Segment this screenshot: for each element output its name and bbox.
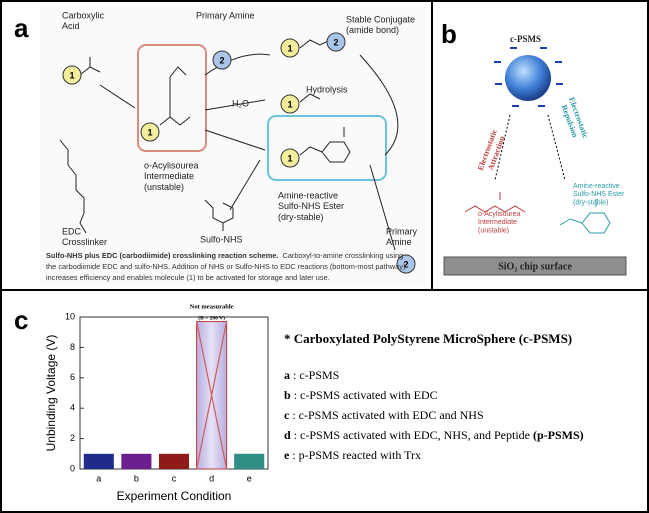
legend-item: e: p-PSMS reacted with Trx — [284, 448, 421, 462]
item-text: : p-PSMS reacted with Trx — [292, 448, 421, 462]
label: (dry-stable) — [573, 200, 608, 207]
not-measurable-cross — [195, 321, 228, 470]
x-tick-label: c — [172, 473, 177, 483]
b-structure-teal — [559, 199, 611, 234]
b-structure-red — [464, 192, 526, 213]
chip-surface — [443, 256, 627, 276]
badge — [326, 32, 346, 52]
bar — [158, 453, 190, 469]
badge-label: 1 — [287, 153, 292, 163]
item-text: : c-PSMS activated with EDC and NHS — [292, 408, 483, 422]
y-tick-label: 6 — [70, 372, 75, 382]
microsphere — [505, 55, 551, 101]
label: Amine — [386, 237, 412, 247]
structures — [59, 39, 399, 251]
label: EDC — [62, 226, 82, 236]
label: Sulfo-NHS Ester — [573, 191, 625, 198]
caption: the carbodiimide EDC and sulfo-NHS. Addi… — [46, 262, 405, 271]
item-key: a — [284, 368, 290, 382]
badge — [212, 50, 232, 70]
label: o-Acylisourea — [478, 211, 521, 218]
label: Stable Conjugate — [346, 14, 415, 24]
item-key: d — [284, 428, 291, 442]
bar — [234, 453, 265, 469]
caption: increases efficiency and enables molecul… — [46, 273, 330, 282]
bar — [83, 453, 114, 469]
interaction-arrows — [494, 114, 566, 181]
badge-label: 1 — [147, 127, 152, 137]
label: c-PSMS — [510, 34, 541, 44]
label: Intermediate — [478, 219, 517, 226]
badge-label: 2 — [219, 55, 224, 65]
item-text: : c-PSMS activated with EDC, NHS, and Pe… — [294, 428, 530, 442]
scheme-bg — [40, 5, 426, 285]
label: Sulfo-NHS Ester — [278, 201, 344, 211]
item-text: : c-PSMS — [293, 368, 339, 382]
badge — [280, 38, 300, 58]
y-axis-label: Unbinding Voltage (V) — [44, 335, 58, 452]
label: Hydrolysis — [306, 84, 348, 94]
caption-text: Carboxyl-to-amine crosslinking using — [282, 251, 403, 260]
panel-label: c — [14, 305, 28, 335]
label: Acid — [62, 21, 80, 31]
x-axis-label: Experiment Condition — [117, 489, 232, 503]
badge-label: 1 — [287, 43, 292, 53]
label: (unstable) — [478, 228, 509, 235]
intermediate-box — [137, 44, 207, 152]
panel-label: b — [441, 19, 457, 49]
label: Amine-reactive — [573, 183, 620, 190]
item-key: c — [284, 408, 290, 422]
badge-label: 2 — [403, 259, 408, 269]
badge — [62, 65, 82, 85]
label: (amide bond) — [346, 25, 399, 35]
panel-label: a — [14, 13, 29, 43]
label: Amine-reactive — [278, 190, 338, 200]
badge — [280, 94, 300, 114]
label: Primary — [386, 226, 417, 236]
label: H₂O — [232, 98, 249, 108]
x-tick-label: a — [96, 473, 101, 483]
annotation: (B > 260 V) — [198, 314, 225, 321]
badge-label: 1 — [69, 70, 74, 80]
y-tick-label: 2 — [70, 433, 75, 443]
bar — [121, 453, 152, 469]
badge — [140, 122, 160, 142]
legend-title: * Carboxylated PolyStyrene MicroSphere (… — [284, 331, 572, 346]
badge-label: 1 — [287, 99, 292, 109]
item-text: : c-PSMS activated with EDC — [294, 388, 438, 402]
label: Crosslinker — [62, 237, 107, 247]
caption: Sulfo-NHS plus EDC (carbodiimide) crossl… — [46, 251, 403, 260]
label: Sulfo-NHS — [200, 234, 243, 244]
legend-item: b: c-PSMS activated with EDC — [284, 388, 438, 402]
charges — [494, 47, 563, 107]
x-tick-label: d — [209, 473, 214, 483]
item-key: e — [284, 448, 290, 462]
legend-item: d: c-PSMS activated with EDC, NHS, and P… — [284, 428, 584, 442]
annotation: Not measurable — [190, 303, 234, 310]
item-bold: (p-PSMS) — [533, 428, 584, 442]
legend-item: c: c-PSMS activated with EDC and NHS — [284, 408, 484, 422]
caption-bold: Sulfo-NHS plus EDC (carbodiimide) crossl… — [46, 251, 278, 260]
label: Primary Amine — [196, 10, 255, 20]
y-tick-label: 0 — [70, 463, 75, 473]
label: Carboxylic — [62, 10, 105, 20]
badge — [280, 148, 300, 168]
label: (dry-stable) — [278, 212, 324, 222]
x-tick-label: e — [247, 473, 252, 483]
label: SiO₂ chip surface — [498, 261, 572, 272]
badge — [396, 254, 416, 274]
legend-item: a: c-PSMS — [284, 368, 339, 382]
ester-box — [267, 115, 387, 181]
x-tick-label: b — [134, 473, 139, 483]
label: o-Acylisourea — [144, 160, 199, 170]
label: (unstable) — [144, 182, 184, 192]
item-key: b — [284, 388, 291, 402]
y-tick-label: 8 — [70, 342, 75, 352]
badge-label: 2 — [333, 37, 338, 47]
y-tick-label: 10 — [65, 311, 75, 321]
y-tick-label: 4 — [70, 403, 75, 413]
label: Intermediate — [144, 171, 194, 181]
